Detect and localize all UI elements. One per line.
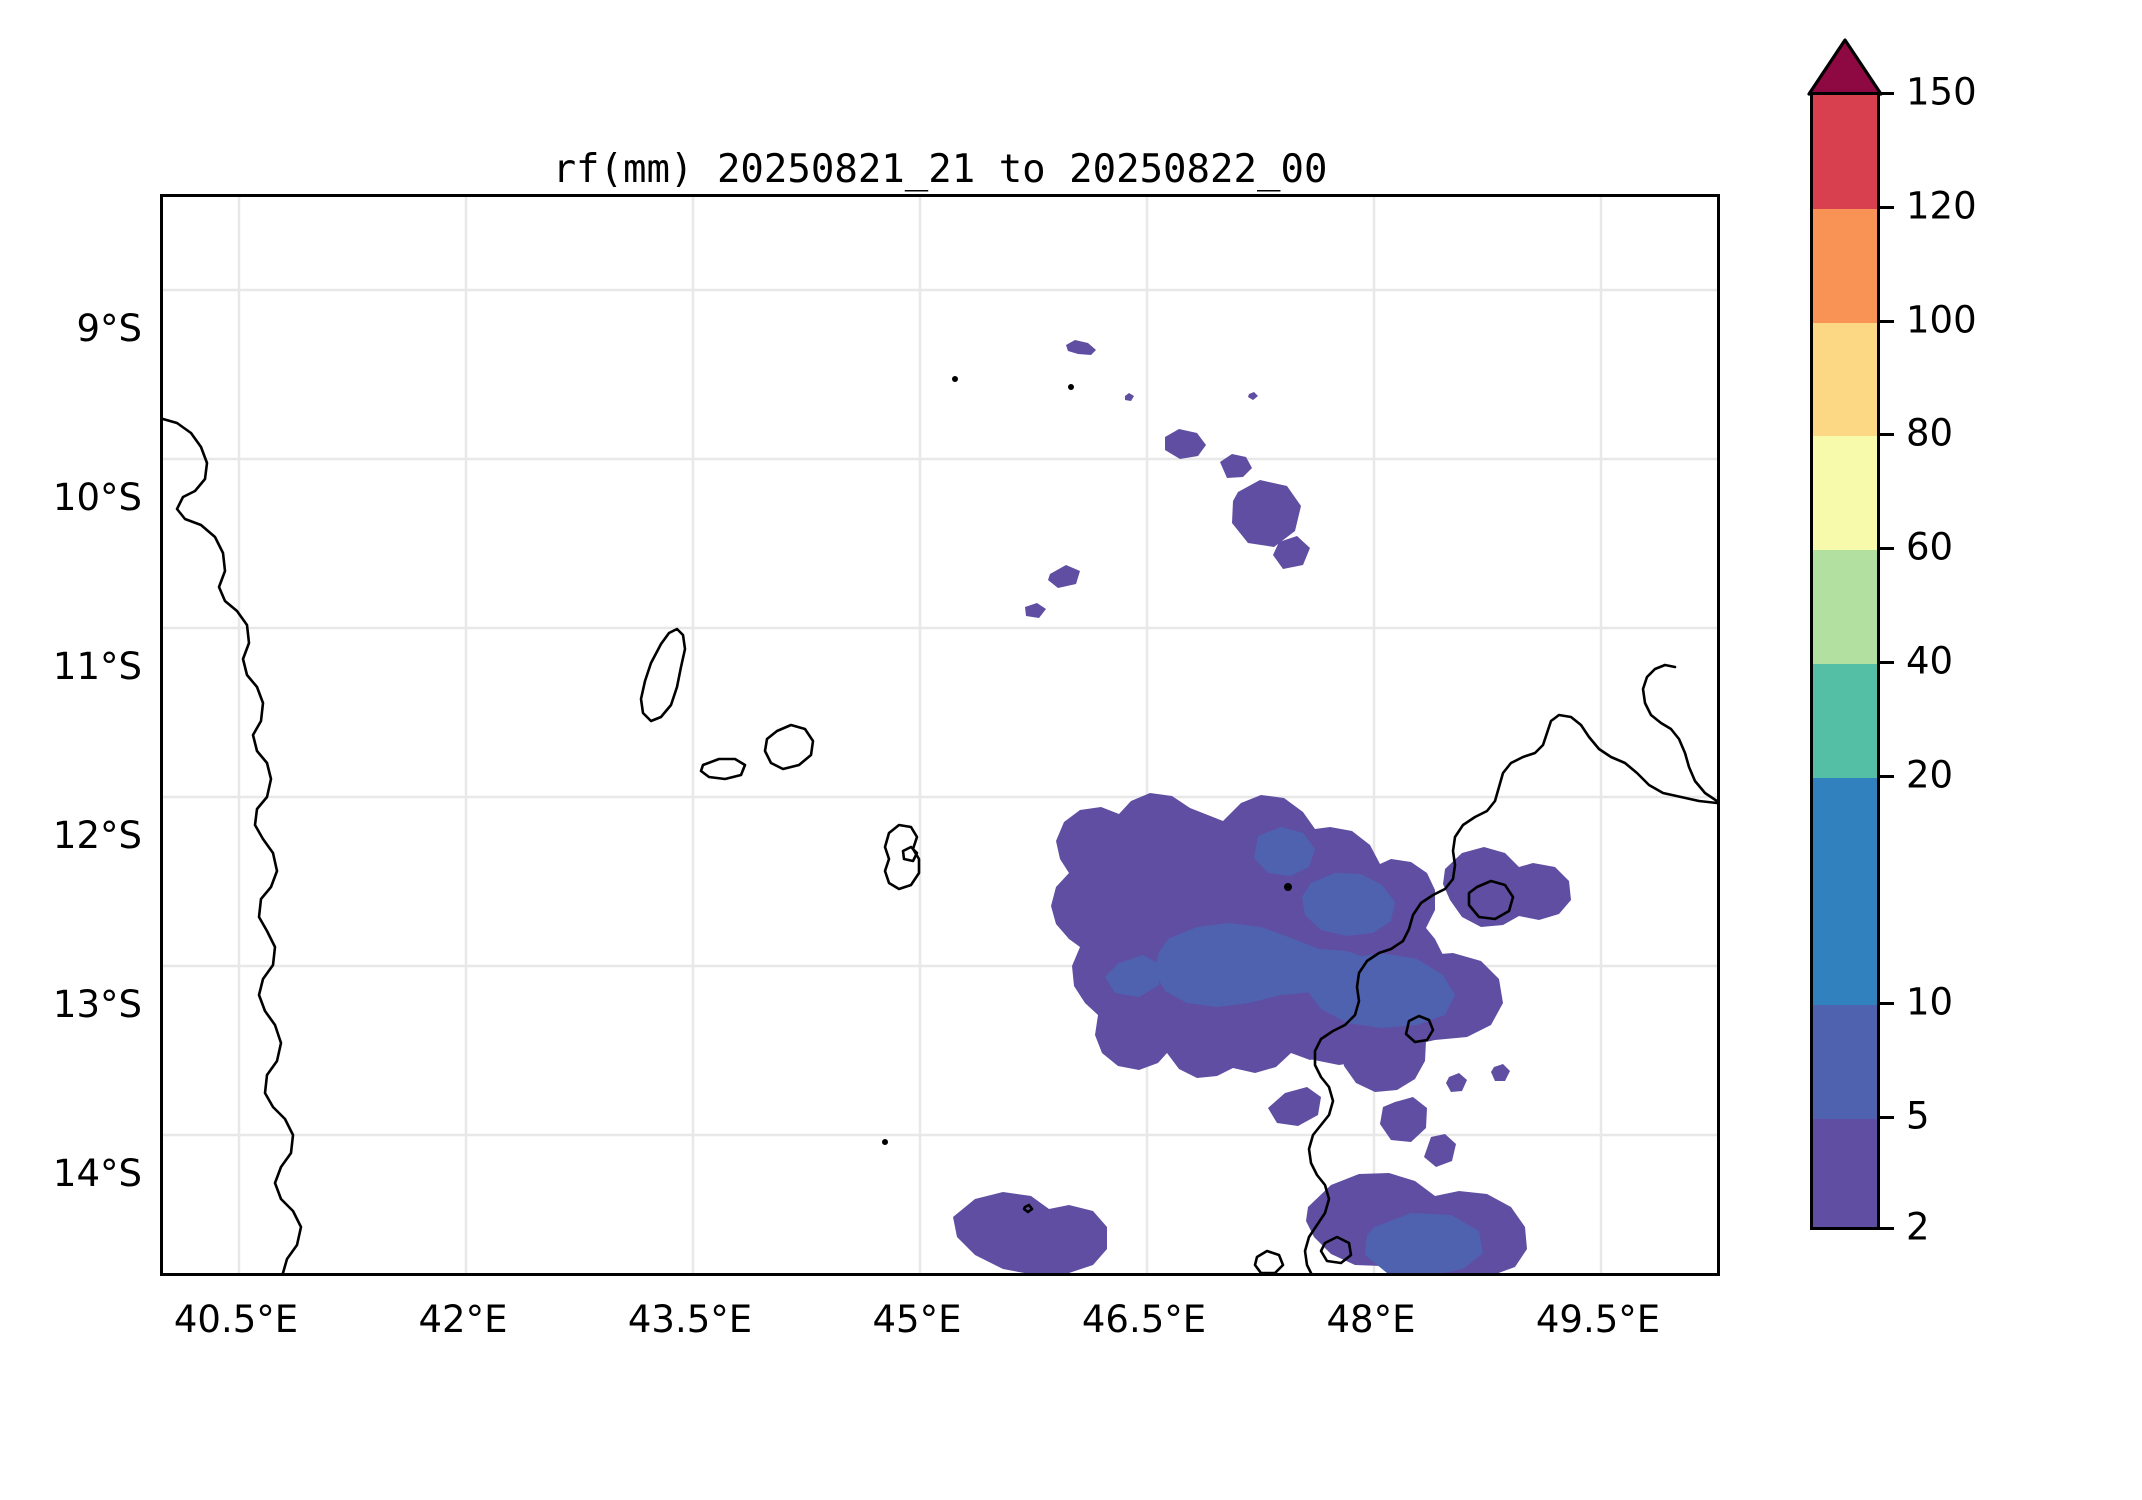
- colorbar-segment-20-40: [1813, 664, 1877, 778]
- rainfall-patch-south-1: [1268, 1087, 1321, 1126]
- colorbar-segment-10-20-b: [1813, 891, 1877, 1006]
- colorbar-label-150: 150: [1906, 70, 1977, 114]
- rainfall-patch-north-speck: [1066, 340, 1096, 355]
- colorbar-tick-10: [1880, 1002, 1894, 1006]
- colorbar-label-80: 80: [1906, 411, 1954, 455]
- xtick-label-49-5E: 49.5°E: [1535, 1298, 1661, 1341]
- title-line-primary: rf(mm) 20250821_21 to 20250822_00: [552, 147, 1328, 192]
- coastline-moheli: [699, 757, 747, 781]
- coastline-nosy-be: [1467, 879, 1515, 921]
- colorbar-label-120: 120: [1906, 184, 1977, 228]
- colorbar-segment-120-150: [1813, 95, 1877, 209]
- rainfall-patch-south-5: [1491, 1064, 1510, 1081]
- rainfall-band-5-10: [1105, 827, 1483, 1273]
- colorbar-segment-80-100: [1813, 322, 1877, 437]
- colorbar-label-20: 20: [1906, 753, 1954, 797]
- colorbar-segment-100-120: [1813, 208, 1877, 323]
- map-dot-south: [882, 1139, 888, 1145]
- xtick-label-45E: 45°E: [872, 1298, 962, 1341]
- ytick-label-14S: 14°S: [52, 1152, 142, 1195]
- xtick-label-48E: 48°E: [1326, 1298, 1416, 1341]
- map-plot-area[interactable]: [160, 194, 1720, 1276]
- colorbar-tick-60: [1880, 547, 1894, 551]
- colorbar-tick-40: [1880, 661, 1894, 664]
- colorbar-label-60: 60: [1906, 525, 1954, 569]
- map-svg: [163, 197, 1717, 1273]
- colorbar-label-2: 2: [1906, 1205, 1930, 1249]
- colorbar-tick-80: [1880, 433, 1894, 437]
- map-dot-north-a: [952, 376, 958, 382]
- rainfall-patch-speck-b: [1248, 392, 1258, 400]
- coastline-mayotte-islet: [901, 845, 919, 863]
- coastline-mayotte: [883, 823, 921, 891]
- rainfall-patch-ne-3: [1232, 480, 1301, 547]
- rainfall-band-2-5: [953, 340, 1571, 1273]
- coastline-speck-1: [1022, 1203, 1034, 1214]
- rainfall-core-central-ne: [1302, 873, 1395, 936]
- xtick-label-43-5E: 43.5°E: [627, 1298, 753, 1341]
- coastline-islet-south-2: [1253, 1249, 1285, 1273]
- rainfall-core-central-nw: [1254, 827, 1315, 876]
- xtick-label-42E: 42°E: [418, 1298, 508, 1341]
- colorbar-tick-150: [1880, 92, 1894, 95]
- colorbar-tick-100: [1880, 319, 1894, 323]
- coastline-anjouan: [763, 723, 815, 771]
- colorbar-segment-40-60: [1813, 550, 1877, 664]
- rainfall-patch-southwest: [953, 1192, 1107, 1273]
- rainfall-patch-south-3: [1424, 1134, 1456, 1167]
- ytick-label-12S: 12°S: [52, 814, 142, 857]
- coastline-madagascar-nw: [1303, 713, 1717, 1273]
- colorbar-body[interactable]: [1810, 92, 1880, 1230]
- ytick-label-10S: 10°S: [52, 476, 142, 519]
- colorbar[interactable]: 150 120 100 80 60 40 20 10 5 2: [1807, 38, 1977, 1249]
- map-dot-central: [1284, 883, 1292, 891]
- rainfall-patch-ne-2: [1220, 454, 1252, 478]
- map-content: [163, 197, 1717, 1273]
- coastlines: [163, 417, 1717, 1273]
- colorbar-tick-20: [1880, 774, 1894, 778]
- map-dots: [882, 376, 1292, 1145]
- colorbar-tick-120: [1880, 205, 1894, 209]
- colorbar-segment-10-20: [1813, 777, 1877, 892]
- rainfall-patch-mid-1: [1048, 565, 1080, 588]
- ytick-label-9S: 9°S: [76, 307, 142, 350]
- rainfall-patch-south-4: [1446, 1073, 1467, 1092]
- ytick-label-11S: 11°S: [52, 645, 142, 688]
- xtick-label-46-5E: 46.5°E: [1081, 1298, 1207, 1341]
- colorbar-segment-5-10: [1813, 1005, 1877, 1120]
- rainfall-patch-speck-a: [1125, 393, 1134, 401]
- colorbar-arrow-polygon: [1807, 38, 1883, 96]
- colorbar-segment-2-5: [1813, 1119, 1877, 1227]
- rainfall-patch-ne-4: [1273, 536, 1310, 569]
- rainfall-core-southeast: [1308, 953, 1455, 1028]
- colorbar-tick-5: [1880, 1116, 1894, 1120]
- gridlines: [163, 197, 1717, 1273]
- map-dot-north-b: [1068, 384, 1074, 390]
- colorbar-segment-60-80: [1813, 436, 1877, 551]
- colorbar-label-100: 100: [1906, 298, 1977, 342]
- coastline-islet-south-1: [1319, 1235, 1353, 1265]
- xtick-label-40-5E: 40.5°E: [173, 1298, 299, 1341]
- rainfall-patch-south-2: [1380, 1097, 1427, 1142]
- rainfall-patch-ne-1: [1165, 429, 1206, 459]
- ytick-label-13S: 13°S: [52, 983, 142, 1026]
- colorbar-label-40: 40: [1906, 639, 1954, 683]
- rainfall-core-central-w: [1105, 955, 1161, 997]
- coastline-islet-west: [1404, 1014, 1435, 1044]
- coastline-africa-east: [163, 417, 303, 1273]
- colorbar-tick-2: [1880, 1227, 1894, 1230]
- rainfall-core-far-southeast: [1365, 1213, 1483, 1273]
- coastline-grande-comore: [639, 627, 687, 723]
- coastline-madagascar-north: [1641, 663, 1717, 803]
- rainfall-patch-mid-2: [1025, 603, 1046, 618]
- colorbar-label-5: 5: [1906, 1094, 1930, 1138]
- colorbar-label-10: 10: [1906, 980, 1954, 1024]
